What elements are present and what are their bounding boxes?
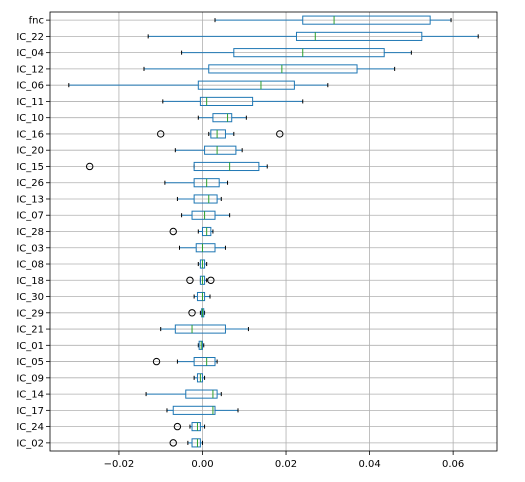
box-ic-18	[186, 275, 215, 285]
y-tick-label: IC_26	[16, 178, 44, 189]
box-ic-16	[157, 129, 284, 139]
y-tick-label: IC_11	[16, 97, 44, 108]
outlier-point	[85, 162, 94, 171]
y-tick-label: IC_24	[16, 422, 44, 433]
box-iqr	[193, 357, 216, 367]
box-ic-21	[160, 324, 249, 334]
box-ic-26	[164, 178, 229, 188]
box-ic-29	[188, 308, 206, 318]
box-iqr	[233, 48, 385, 58]
box-iqr	[193, 194, 218, 204]
box-ic-22	[147, 31, 479, 41]
box-ic-13	[176, 194, 222, 204]
outlier-point	[173, 422, 182, 431]
y-tick-label: IC_21	[16, 325, 44, 336]
plot-frame	[49, 11, 498, 452]
outlier-point	[276, 130, 284, 138]
y-tick-label: IC_04	[16, 48, 44, 59]
box-ic-06	[68, 80, 329, 90]
box-ic-11	[162, 96, 304, 106]
box-ic-17	[166, 405, 239, 415]
box-ic-15	[85, 161, 268, 172]
y-tick-label: IC_05	[16, 357, 44, 368]
box-iqr	[191, 422, 201, 432]
y-tick-label: IC_03	[16, 243, 44, 254]
x-tick-label: 0.02	[275, 459, 297, 470]
box-iqr	[302, 15, 431, 25]
box-ic-09	[193, 373, 206, 383]
x-tick-label: 0.00	[191, 459, 213, 470]
y-tick-label: IC_07	[16, 211, 44, 222]
outlier-point	[188, 309, 196, 317]
y-tick-label: IC_28	[16, 227, 44, 238]
box-layer	[68, 15, 479, 448]
y-tick-label: IC_13	[16, 194, 44, 205]
box-ic-07	[181, 210, 231, 220]
box-ic-04	[181, 48, 412, 58]
box-fnc	[214, 15, 452, 25]
box-ic-14	[145, 389, 222, 399]
box-iqr	[196, 291, 206, 302]
box-iqr	[204, 145, 237, 155]
box-iqr	[191, 438, 201, 448]
box-ic-05	[152, 357, 218, 367]
y-tick-label: fnc	[29, 16, 44, 27]
box-ic-01	[197, 340, 205, 350]
x-tick-label: 0.06	[442, 459, 464, 470]
box-iqr	[185, 389, 218, 399]
x-tick-label: −0.02	[104, 459, 135, 470]
y-tick-label: IC_17	[16, 406, 44, 417]
y-tick-label: IC_06	[16, 81, 44, 92]
box-iqr	[195, 243, 216, 253]
y-tick-label: IC_08	[16, 260, 44, 271]
y-tick-label: IC_16	[16, 129, 44, 140]
y-tick-label: IC_15	[16, 162, 44, 173]
box-iqr	[208, 64, 358, 74]
box-ic-20	[174, 145, 243, 155]
box-iqr	[197, 80, 295, 90]
outlier-point	[207, 276, 215, 284]
box-ic-28	[169, 226, 214, 237]
outlier-point	[169, 439, 177, 447]
y-tick-label: IC_10	[16, 113, 44, 124]
y-tick-label: IC_09	[16, 373, 44, 384]
y-tick-label: IC_20	[16, 146, 44, 157]
box-iqr	[172, 405, 216, 415]
box-iqr	[193, 161, 260, 172]
box-ic-30	[193, 291, 211, 302]
outlier-point	[169, 227, 177, 236]
outlier-point	[186, 276, 194, 284]
y-tick-label: IC_22	[16, 32, 44, 43]
box-iqr	[212, 113, 233, 123]
outlier-point	[152, 357, 161, 366]
box-ic-12	[143, 64, 396, 74]
y-tick-label: IC_12	[16, 64, 44, 75]
box-ic-03	[179, 243, 226, 253]
box-ic-10	[197, 113, 247, 123]
box-iqr	[191, 210, 216, 220]
grid-layer	[50, 12, 497, 451]
outlier-point	[157, 130, 165, 138]
box-iqr	[174, 324, 226, 334]
box-iqr	[295, 31, 423, 41]
box-iqr	[210, 129, 226, 139]
axis-layer: −0.02 0.00 0.02 0.04 0.06 fnc IC_22 IC_04 IC_12 I…	[16, 16, 464, 470]
y-tick-label: IC_29	[16, 308, 44, 319]
y-tick-label: IC_01	[16, 341, 44, 352]
box-ic-24	[173, 422, 206, 432]
box-iqr	[199, 96, 254, 106]
y-tick-label: IC_18	[16, 276, 44, 287]
y-tick-label: IC_02	[16, 438, 44, 449]
y-tick-label: IC_14	[16, 390, 44, 401]
box-ic-02	[169, 438, 203, 448]
box-ic-08	[197, 259, 208, 269]
y-tick-label: IC_30	[16, 292, 44, 303]
x-tick-label: 0.04	[358, 459, 380, 470]
